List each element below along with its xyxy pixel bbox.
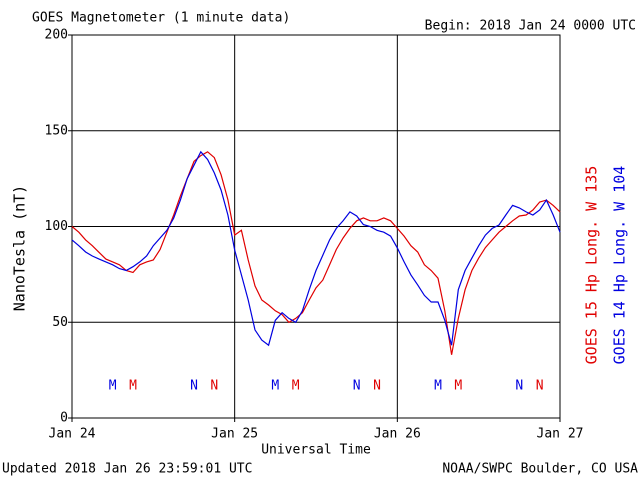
- y-axis-label: NanoTesla (nT): [11, 185, 29, 311]
- legend-label: GOES 15 Hp Long. W 135: [583, 166, 601, 365]
- x-tick-label: Jan 25: [211, 427, 258, 442]
- y-tick-label: 200: [45, 28, 68, 43]
- annotation: N: [190, 379, 198, 394]
- annotation: M: [129, 379, 137, 394]
- annotation: N: [210, 379, 218, 394]
- x-tick-label: Jan 26: [374, 427, 421, 442]
- annotation: N: [515, 379, 523, 394]
- y-tick-label: 100: [45, 219, 68, 234]
- footer-left: Updated 2018 Jan 26 23:59:01 UTC: [2, 462, 252, 477]
- chart-title: GOES Magnetometer (1 minute data): [32, 11, 290, 26]
- annotation: N: [353, 379, 361, 394]
- data-line: [71, 151, 561, 355]
- annotation: M: [271, 379, 279, 394]
- annotation: N: [373, 379, 381, 394]
- annotation: N: [536, 379, 544, 394]
- y-tick-label: 50: [52, 315, 68, 330]
- annotation: M: [454, 379, 462, 394]
- data-line: [71, 150, 561, 347]
- chart-subtitle: Begin: 2018 Jan 24 0000 UTC: [425, 19, 636, 34]
- annotation: M: [109, 379, 117, 394]
- x-tick-label: Jan 24: [49, 427, 96, 442]
- x-axis-label: Universal Time: [261, 443, 371, 458]
- annotation: M: [434, 379, 442, 394]
- y-tick-label: 0: [60, 411, 68, 426]
- footer-right: NOAA/SWPC Boulder, CO USA: [442, 462, 638, 477]
- legend-label: GOES 14 Hp Long. W 104: [611, 166, 629, 365]
- x-tick-label: Jan 27: [537, 427, 584, 442]
- annotation: M: [292, 379, 300, 394]
- y-tick-label: 150: [45, 123, 68, 138]
